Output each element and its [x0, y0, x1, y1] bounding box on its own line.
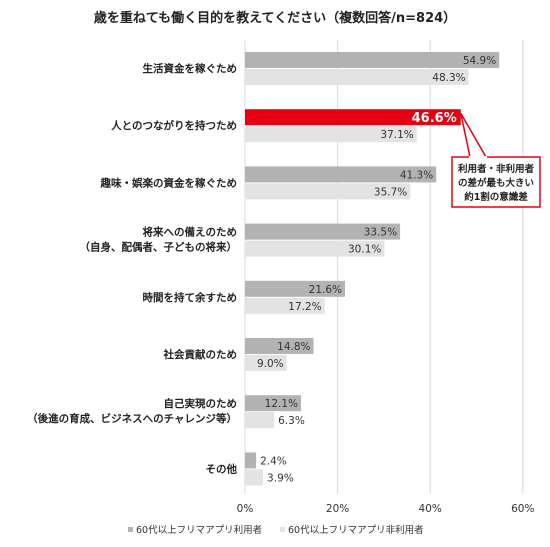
callout-text-line: の差が最も大きい	[458, 177, 534, 189]
bar-user	[245, 109, 461, 126]
data-label: 9.0%	[257, 358, 284, 370]
data-label: 12.1%	[265, 398, 298, 410]
bar-non-user	[245, 69, 469, 85]
legend-swatch-non-user	[280, 527, 285, 532]
category-label: 趣味・娯楽の資金を稼ぐため	[100, 176, 238, 189]
data-label: 17.2%	[288, 301, 321, 313]
data-label: 6.3%	[278, 415, 305, 427]
data-label: 33.5%	[364, 227, 397, 239]
chart-title: 歳を重ねても働く目的を教えてください（複数回答/n=824）	[94, 10, 456, 26]
category-label: 人とのつながりを持つため	[111, 119, 237, 132]
x-tick-label: 40%	[419, 503, 442, 515]
legend: 60代以上フリマアプリ利用者 60代以上フリマアプリ非利用者	[128, 524, 424, 536]
bar-non-user	[245, 183, 411, 200]
x-tick-label: 20%	[326, 503, 349, 515]
data-label: 30.1%	[348, 244, 381, 256]
bar-non-user	[245, 412, 275, 429]
bar-user	[245, 338, 314, 354]
category-label: 生活資金を稼ぐため	[143, 62, 238, 75]
bar-user	[245, 166, 437, 183]
bar-non-user	[245, 355, 287, 371]
callout-pointer	[460, 112, 488, 158]
category-label-sub: （後進の育成、ビジネスへのチャレンジ等）	[27, 412, 237, 425]
data-label: 2.4%	[260, 455, 287, 467]
bar-non-user	[245, 240, 385, 257]
bar-layer: 54.9% 48.3% 46.6% 37.1% 41.3% 35.7% 33.5% 30.1%…	[245, 52, 500, 486]
category-label: 自己実現のため	[164, 397, 238, 410]
bar-user	[245, 395, 302, 412]
data-label: 54.9%	[463, 55, 496, 67]
category-label: 社会貢献のため	[163, 348, 238, 361]
bar-user	[245, 52, 500, 68]
category-label-sub: （自身、配偶者、子どもの将来）	[80, 241, 238, 254]
data-label: 21.6%	[309, 284, 342, 296]
legend-label: 60代以上フリマアプリ非利用者	[288, 524, 424, 536]
bar-non-user	[245, 126, 417, 143]
callout-box	[451, 156, 541, 208]
bar-non-user	[245, 469, 264, 486]
callout-text-line: 約1割の意識差	[464, 191, 528, 203]
bar-user	[245, 223, 401, 240]
x-axis-ticks: 0% 20% 40% 60%	[237, 503, 535, 515]
callout-joint	[469, 156, 487, 159]
callout-text-line: 利用者・非利用者	[457, 163, 535, 175]
data-label: 35.7%	[374, 186, 407, 198]
bar-user	[245, 452, 257, 469]
category-label: その他	[206, 462, 238, 475]
data-label: 48.3%	[432, 72, 465, 84]
category-label: 将来への備えのため	[143, 226, 238, 239]
legend-label: 60代以上フリマアプリ利用者	[136, 524, 262, 536]
bar-user	[245, 280, 346, 297]
data-label-highlight: 46.6%	[412, 111, 457, 126]
bar-non-user	[245, 297, 325, 314]
category-label: 時間を持て余すため	[143, 291, 238, 304]
x-tick-label: 0%	[237, 503, 254, 515]
data-label: 14.8%	[277, 341, 310, 353]
x-tick-label: 60%	[511, 503, 534, 515]
data-label: 3.9%	[267, 472, 294, 484]
data-label: 37.1%	[380, 129, 413, 141]
legend-swatch-user	[128, 527, 133, 532]
category-labels: 生活資金を稼ぐため人とのつながりを持つため趣味・娯楽の資金を稼ぐため将来への備え…	[27, 62, 237, 475]
data-label: 41.3%	[400, 169, 433, 181]
